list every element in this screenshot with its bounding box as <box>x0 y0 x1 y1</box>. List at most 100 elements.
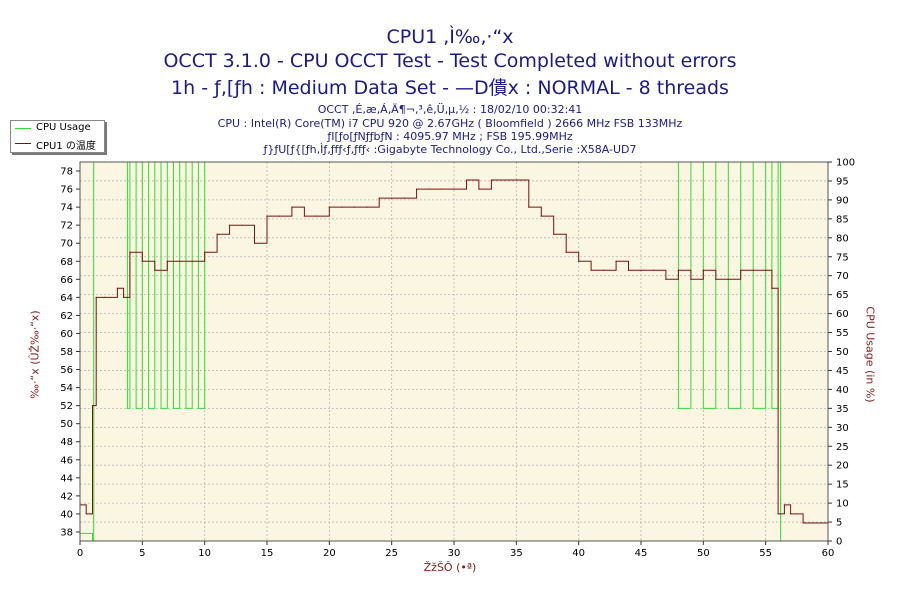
temperature-point <box>154 269 156 271</box>
right-tick-label: 100 <box>836 158 855 169</box>
legend-swatch-usage <box>15 128 31 129</box>
chart-title: CPU1 ,Ì‰‚·“x <box>386 26 514 48</box>
legend: CPU Usage CPU1 の温度 <box>10 120 105 153</box>
left-tick-label: 60 <box>60 329 73 340</box>
temperature-point <box>553 233 555 235</box>
left-tick-label: 56 <box>60 365 73 376</box>
right-tick-label: 35 <box>836 404 849 415</box>
temperature-point <box>104 296 106 298</box>
left-tick-label: 38 <box>60 527 73 538</box>
right-tick-label: 20 <box>836 461 849 472</box>
x-tick-label: 5 <box>139 548 145 559</box>
left-tick-label: 66 <box>60 275 73 286</box>
temperature-point <box>603 269 605 271</box>
x-tick-label: 60 <box>822 548 835 559</box>
left-tick-label: 74 <box>60 203 73 214</box>
temperature-point <box>503 179 505 181</box>
usage-point <box>172 407 175 409</box>
left-tick-label: 78 <box>60 167 73 178</box>
usage-point <box>677 407 680 409</box>
temperature-point <box>771 287 773 289</box>
x-tick-label: 25 <box>385 548 398 559</box>
legend-item-temp: CPU1 の温度 <box>11 137 104 152</box>
temperature-point <box>241 224 243 226</box>
temperature-point <box>129 251 131 253</box>
temperature-series <box>79 179 829 524</box>
temperature-point <box>303 215 305 217</box>
temperature-point <box>740 269 742 271</box>
usage-point <box>727 407 729 409</box>
left-tick-label: 62 <box>60 311 73 322</box>
left-tick-label: 52 <box>60 401 73 412</box>
usage-point <box>197 407 200 409</box>
temperature-point <box>727 278 729 280</box>
temperature-point <box>453 188 455 190</box>
temperature-point <box>565 251 567 253</box>
temperature-point <box>578 260 580 262</box>
temperature-point <box>90 513 92 515</box>
left-tick-label: 70 <box>60 239 73 250</box>
usage-point <box>147 407 150 409</box>
temperature-point <box>515 179 517 181</box>
temperature-point <box>652 269 655 271</box>
right-tick-label: 0 <box>836 537 842 548</box>
temperature-point <box>85 513 87 515</box>
temperature-point <box>690 278 692 280</box>
temperature-point <box>796 513 798 515</box>
right-tick-label: 75 <box>836 252 849 263</box>
temperature-point <box>229 224 231 226</box>
chart-subtitle-test: OCCT 3.1.0 - CPU OCCT Test - Test Comple… <box>163 50 737 72</box>
right-tick-label: 55 <box>836 328 849 339</box>
left-tick-label: 68 <box>60 257 73 268</box>
x-tick-label: 40 <box>572 548 585 559</box>
chart-subtitle-mode: 1h - ƒ‚[ƒh : Medium Data Set - —D僓x : NO… <box>171 77 729 99</box>
y-axis-right-label: CPU Usage (in %) <box>863 306 877 403</box>
temperature-point <box>465 179 468 181</box>
x-axis-ticks: 0 5 10 15 20 25 30 35 40 45 50 55 60 <box>77 541 835 559</box>
left-tick-label: 72 <box>60 221 73 232</box>
temperature-point <box>278 215 281 217</box>
left-tick-label: 54 <box>60 383 73 394</box>
temperature-point <box>253 242 256 244</box>
right-tick-label: 90 <box>836 195 849 206</box>
temperature-point <box>615 260 617 262</box>
temperature-point <box>702 269 704 271</box>
temperature-point <box>665 278 667 280</box>
usage-point <box>771 407 773 409</box>
right-tick-label: 80 <box>836 233 849 244</box>
temperature-point <box>790 513 792 515</box>
usage-point <box>160 407 162 409</box>
temperature-point <box>640 269 642 271</box>
info-motherboard: ƒ}ƒU[ƒ{[ƒh‚Ìƒ‚ƒfƒ‹ƒ‚ƒfƒ‹ :Gigabyte Techn… <box>263 143 637 156</box>
x-tick-label: 45 <box>635 548 648 559</box>
temperature-point <box>478 188 480 190</box>
temperature-point <box>141 260 143 262</box>
right-tick-label: 15 <box>836 480 849 491</box>
left-tick-label: 40 <box>60 509 73 520</box>
info-generated: OCCT ‚É‚æ‚Á‚Ä¶¬‚³‚ê‚Ü‚µ‚½ : 18/02/10 00:… <box>317 103 583 116</box>
right-tick-label: 30 <box>836 423 849 434</box>
left-tick-label: 58 <box>60 347 73 358</box>
temperature-point <box>783 504 785 506</box>
x-tick-label: 50 <box>697 548 710 559</box>
x-tick-label: 10 <box>198 548 211 559</box>
x-tick-label: 0 <box>77 548 83 559</box>
right-tick-label: 70 <box>836 271 849 282</box>
right-axis-ticks: 0 5 10 15 20 25 30 35 40 45 50 55 60 65 70 75 80 85 90 95 10… <box>828 158 855 548</box>
right-tick-label: 65 <box>836 290 849 301</box>
usage-point <box>126 407 128 409</box>
temperature-point <box>166 260 168 262</box>
temperature-point <box>627 269 630 271</box>
temperature-point <box>490 179 492 181</box>
info-overclock: ƒI[ƒo[ƒNƒƒbƒN : 4095.97 MHz ; FSB 195.99… <box>327 130 573 143</box>
temperature-point <box>777 513 779 515</box>
usage-point <box>135 407 137 409</box>
temperature-point <box>590 269 592 271</box>
y-axis-left-label: ‰·“x (ÛŽ‰·“x) <box>28 310 42 399</box>
temperature-point <box>428 188 430 190</box>
left-axis-ticks: 38 40 42 44 46 48 50 52 54 56 58 60 62 64 66 68 70 72 74 76… <box>60 167 80 538</box>
left-tick-label: 64 <box>60 293 73 304</box>
temperature-point <box>765 269 767 271</box>
info-cpu: CPU : Intel(R) Core(TM) i7 CPU 920 @ 2.6… <box>217 117 683 130</box>
right-tick-label: 45 <box>836 366 849 377</box>
